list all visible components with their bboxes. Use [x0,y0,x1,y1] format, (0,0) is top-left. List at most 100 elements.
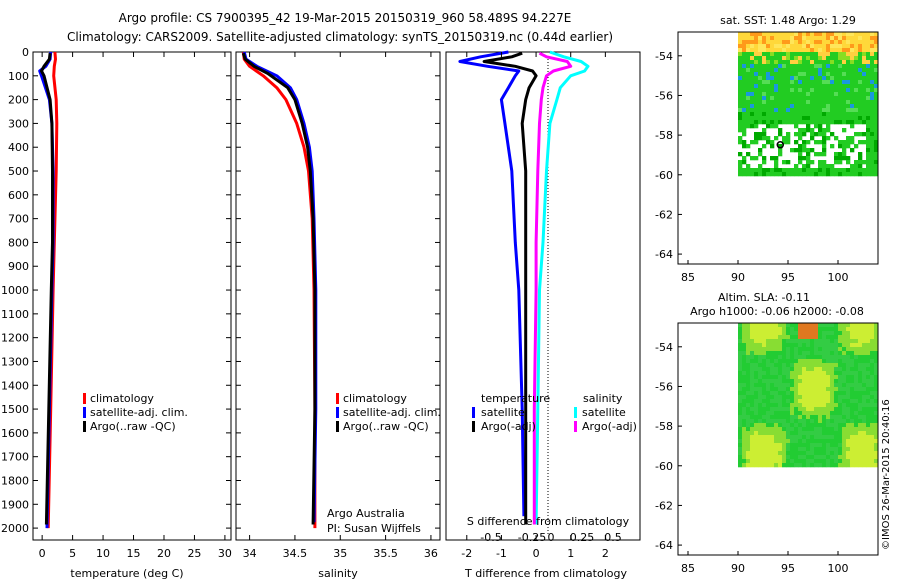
legend-sal-satellite: satellite [582,406,626,419]
annotation-pi: PI: Susan Wijffels [327,522,421,535]
x-tick-label: 0 [39,547,46,560]
x-tick-label: 35 [333,547,347,560]
legend-swatch-climatology [83,393,86,404]
x-tick-label: 30 [218,547,232,560]
top-axis-tick-label: -0.5 [480,531,501,544]
temperature-panel: 0 5 10 15 20 25 300100200300400500600700800900… [1,46,232,580]
map-x-tick-label: 95 [781,271,795,284]
legend-swatch-sal-argo [574,421,577,432]
series-line-1 [482,51,538,525]
map-y-tick-label: -62 [655,499,673,512]
map-y-tick-label: -56 [655,380,673,393]
series-line-3 [532,51,573,525]
y-tick-label: 2000 [1,522,29,535]
map-y-tick-label: -64 [655,248,673,261]
y-tick-label: 1300 [1,355,29,368]
temperature-axes [32,51,232,541]
argo-profile-marker [776,141,785,149]
x-tick-label: -2 [461,547,472,560]
sst-map: sat. SST: 1.48 Argo: 1.29 85 90 95 100 -54 -5… [655,14,879,284]
y-tick-label: 1700 [1,451,29,464]
series-line-2 [40,53,54,525]
legend-swatch-temp-satellite [472,407,475,418]
t-difference-xlabel: T difference from climatology [464,567,627,580]
map-x-tick-label: 90 [731,271,745,284]
y-tick-label: 1000 [1,284,29,297]
x-tick-label: 2 [602,547,609,560]
sla-map: Altim. SLA: -0.11 Argo h1000: -0.06 h200… [655,291,879,575]
legend-swatch-argo [336,421,339,432]
legend-satellite: satellite-adj. clim. [343,406,441,419]
x-tick-label: 10 [96,547,110,560]
series-line-1 [242,51,318,523]
x-tick-label: 15 [127,547,141,560]
y-tick-label: 0 [22,46,29,59]
s-difference-title: S difference from climatology [467,515,630,528]
sst-title: sat. SST: 1.48 Argo: 1.29 [720,14,856,27]
y-tick-label: 600 [8,189,29,202]
top-axis-tick-label: 0.25 [570,531,595,544]
legend-title-temperature: temperature [481,392,550,405]
legend-swatch-satellite [83,407,86,418]
y-tick-label: 100 [8,70,29,83]
legend-climatology: climatology [343,392,407,405]
imos-credit: ©IMOS 26-Mar-2015 20:40:16 [881,399,892,550]
map-x-tick-label: 100 [828,562,849,575]
y-tick-label: 200 [8,94,29,107]
difference-axes [445,51,641,541]
map-y-tick-label: -58 [655,420,673,433]
difference-legend: temperature salinity satellite Argo(-adj… [472,392,637,433]
legend-swatch-sal-satellite [574,407,577,418]
y-tick-label: 400 [8,141,29,154]
y-tick-label: 300 [8,117,29,130]
x-tick-label: 1 [567,547,574,560]
map-y-tick-label: -62 [655,208,673,221]
x-tick-label: 35.5 [373,547,398,560]
temperature-legend: climatology satellite-adj. clim. Argo(..… [83,392,188,433]
map-y-tick-label: -64 [655,539,673,552]
legend-argo: Argo(..raw -QC) [343,420,429,433]
map-y-tick-label: -58 [655,129,673,142]
y-tick-label: 500 [8,165,29,178]
legend-swatch-satellite [336,407,339,418]
x-tick-label: 36 [424,547,438,560]
header-line2: Climatology: CARS2009. Satellite-adjuste… [67,30,613,44]
y-tick-label: 1500 [1,403,29,416]
legend-temp-argo: Argo(-adj) [481,420,536,433]
y-tick-label: 700 [8,213,29,226]
salinity-xlabel: salinity [318,567,358,580]
legend-swatch-climatology [336,393,339,404]
legend-swatch-argo [83,421,86,432]
salinity-legend: climatology satellite-adj. clim. Argo(..… [336,392,441,433]
y-tick-label: 800 [8,236,29,249]
y-tick-label: 1200 [1,332,29,345]
map-y-tick-label: -60 [655,460,673,473]
map-y-tick-label: -54 [655,341,673,354]
sla-title: Altim. SLA: -0.11 [718,291,810,304]
legend-sal-argo: Argo(-adj) [582,420,637,433]
salinity-panel: 34 34.5 35 35.5 36 salinity climatology sate… [235,51,441,580]
legend-title-salinity: salinity [583,392,623,405]
x-tick-label: 34.5 [283,547,308,560]
legend-temp-satellite: satellite [481,406,525,419]
x-tick-label: 25 [187,547,201,560]
map-x-tick-label: 100 [828,271,849,284]
legend-argo: Argo(..raw -QC) [90,420,176,433]
y-tick-label: 1600 [1,427,29,440]
y-tick-label: 1400 [1,379,29,392]
top-axis-tick-label: 0.5 [604,531,622,544]
x-tick-label: 5 [69,547,76,560]
series-line-2 [241,52,317,525]
sla-subtitle: Argo h1000: -0.06 h2000: -0.08 [690,305,864,318]
difference-panel: -2 -1 0 1 2 S difference from climatology -0… [445,50,641,580]
x-tick-label: 20 [157,547,171,560]
annotation-argo-australia: Argo Australia [327,507,405,520]
header-line1: Argo profile: CS 7900395_42 19-Mar-2015 … [119,11,572,25]
temperature-xlabel: temperature (deg C) [70,567,183,580]
y-tick-label: 1100 [1,308,29,321]
series-line-0 [458,50,526,517]
x-tick-label: 34 [243,547,257,560]
map-x-tick-label: 85 [681,562,695,575]
map-y-tick-label: -56 [655,89,673,102]
